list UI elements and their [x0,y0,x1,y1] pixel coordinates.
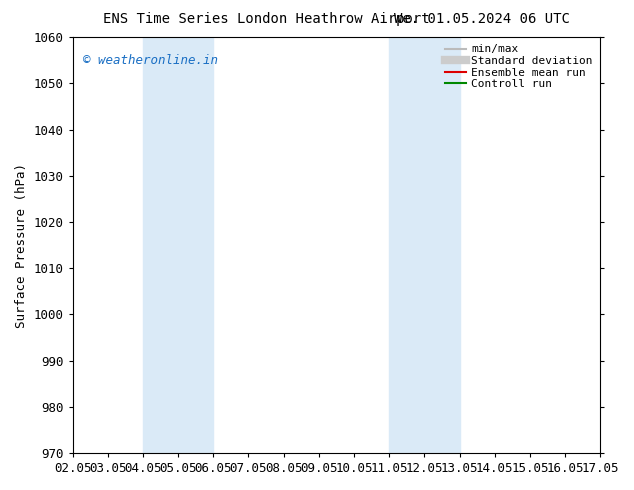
Bar [143,37,213,453]
Text: © weatheronline.in: © weatheronline.in [83,54,218,67]
Legend: min/max, Standard deviation, Ensemble mean run, Controll run: min/max, Standard deviation, Ensemble me… [443,42,595,91]
Text: We. 01.05.2024 06 UTC: We. 01.05.2024 06 UTC [394,12,570,26]
Bar [389,37,460,453]
Text: ENS Time Series London Heathrow Airport: ENS Time Series London Heathrow Airport [103,12,430,26]
Y-axis label: Surface Pressure (hPa): Surface Pressure (hPa) [15,163,28,327]
